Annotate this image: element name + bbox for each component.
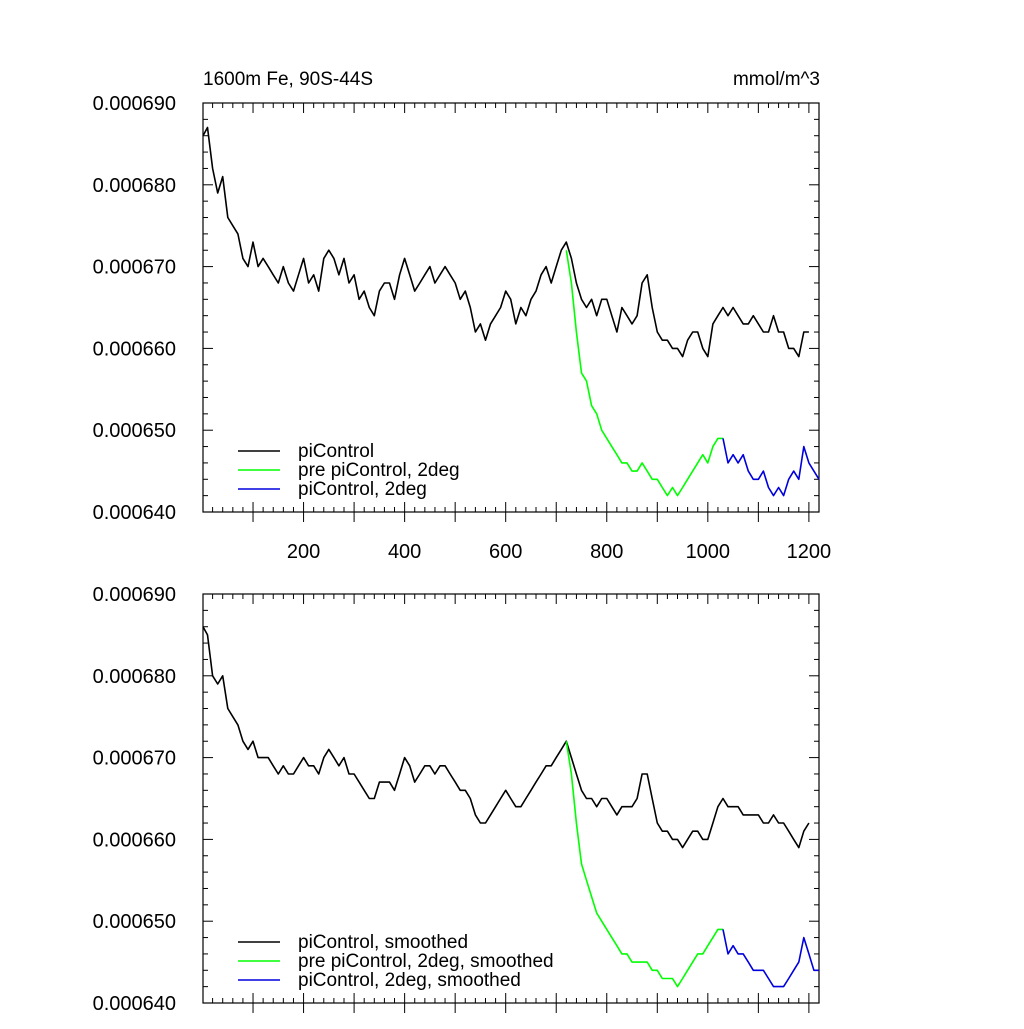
y-tick-label: 0.000680 [93, 666, 176, 688]
plot-frame [202, 593, 820, 1004]
series-line-0 [202, 626, 810, 849]
x-tick-label: 600 [489, 541, 522, 563]
legend-label: piControl, 2deg, smoothed [298, 970, 521, 991]
series-line-0 [202, 126, 809, 358]
series-line-1 [565, 250, 723, 497]
y-tick-label: 0.000690 [93, 584, 176, 606]
y-tick-label: 0.000640 [93, 502, 176, 524]
y-tick-label: 0.000660 [93, 338, 176, 360]
y-tick-label: 0.000670 [93, 257, 176, 279]
panel-title-left: 1600m Fe, 90S-44S [203, 69, 373, 90]
y-tick-label: 0.000670 [93, 748, 176, 770]
legend-label: pre piControl, 2deg [298, 460, 460, 481]
x-tick-label: 1000 [686, 541, 731, 563]
panel-units-label: mmol/m^3 [733, 69, 820, 90]
y-tick-label: 0.000660 [93, 829, 176, 851]
series-line-1 [565, 741, 723, 988]
series-line-2 [722, 438, 820, 497]
legend-label: pre piControl, 2deg, smoothed [298, 951, 554, 972]
y-tick-label: 0.000650 [93, 911, 176, 933]
series-line-2 [722, 929, 819, 988]
y-tick-label: 0.000650 [93, 420, 176, 442]
y-tick-label: 0.000680 [93, 175, 176, 197]
top-panel: 1600m Fe, 90S-44S mmol/m^3 0.000640 0.000… [93, 69, 832, 563]
x-tick-label: 1200 [787, 541, 832, 563]
x-tick-label: 800 [590, 541, 623, 563]
legend-label: piControl, smoothed [298, 932, 468, 953]
legend-label: piControl [298, 441, 374, 462]
x-tick-label: 400 [388, 541, 421, 563]
y-tick-label: 0.000690 [93, 93, 176, 115]
plot-frame [202, 102, 820, 513]
bottom-panel: 0.000640 0.000650 0.000660 0.000670 0.000680… [93, 584, 820, 1015]
x-tick-label: 200 [287, 541, 320, 563]
y-tick-label: 0.000640 [93, 993, 176, 1015]
legend-label: piControl, 2deg [298, 479, 427, 500]
